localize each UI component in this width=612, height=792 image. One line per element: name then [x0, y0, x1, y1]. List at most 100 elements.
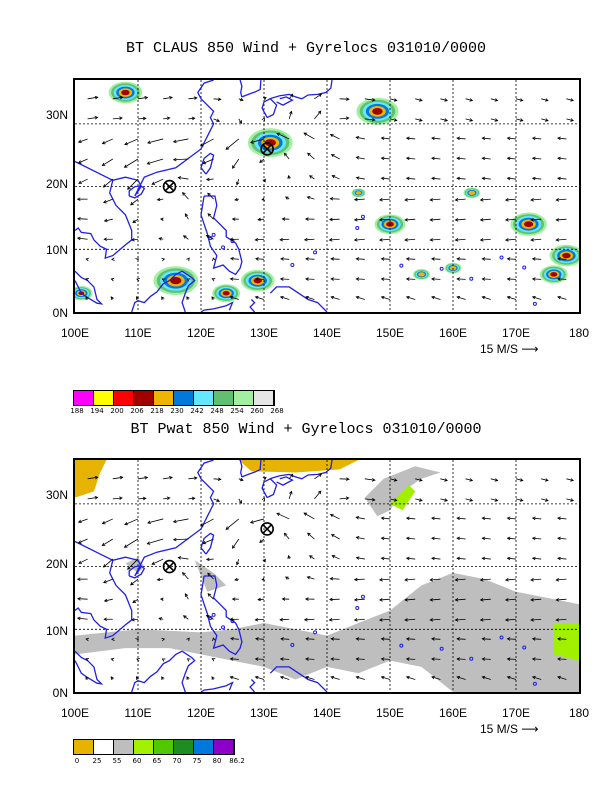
top-wind-vector — [530, 218, 542, 222]
bottom-lon-label: 120E — [186, 706, 216, 720]
bottom-wind-vector — [429, 618, 441, 622]
bottom-wind-vector — [87, 496, 99, 500]
top-cloud-blob — [351, 188, 366, 198]
bottom-wind-vector — [380, 675, 391, 680]
bottom-lat-label-0n: 0N — [52, 686, 68, 700]
top-island — [211, 232, 216, 237]
top-coastline — [249, 299, 256, 312]
bottom-wind-vector — [531, 675, 542, 680]
bottom-wind-vector — [506, 657, 517, 661]
bottom-coastline — [269, 666, 328, 692]
top-wind-vector — [378, 238, 391, 242]
bottom-wind-vector — [303, 617, 315, 622]
top-island — [532, 301, 537, 306]
bottom-wind-vector — [254, 675, 265, 680]
bottom-lon-label: 110E — [124, 706, 152, 720]
bottom-colorbar-swatch — [74, 740, 94, 754]
top-wind-vector — [329, 217, 340, 222]
bottom-wind-vector — [135, 636, 139, 641]
bottom-coastline — [75, 460, 215, 577]
bottom-wind-vector — [279, 657, 290, 661]
top-wind-vector — [137, 96, 149, 100]
bottom-wind-vector — [481, 536, 491, 541]
top-cloud-blob — [413, 268, 430, 280]
bottom-wind-vector — [389, 478, 398, 482]
top-wind-vector — [85, 277, 89, 282]
top-wind-vector — [305, 257, 315, 261]
top-wind-vector — [188, 116, 196, 121]
top-wind-vector — [353, 238, 365, 242]
top-wind-vector — [254, 295, 265, 300]
bottom-lon-label: 140E — [312, 706, 342, 720]
bottom-colorbar-label: 25 — [92, 757, 102, 765]
bottom-coastline — [75, 650, 104, 685]
bottom-wind-vector — [124, 518, 139, 526]
bottom-wind-vector — [132, 598, 139, 603]
top-map-title: BT CLAUS 850 Wind + Gyrelocs 031010/0000 — [125, 40, 487, 57]
top-wind-vector — [380, 257, 391, 261]
bottom-colorbar-swatch — [214, 740, 234, 754]
top-wind-vector — [481, 156, 491, 161]
top-wind-vector — [211, 296, 215, 300]
bottom-colorbar-label: 60 — [132, 757, 142, 765]
bottom-wind-vector — [465, 478, 474, 482]
top-lat-label-30n: 30N — [45, 108, 68, 122]
top-wind-vector — [87, 116, 99, 120]
bottom-wind-vector — [207, 572, 214, 580]
top-wind-vector — [188, 96, 198, 100]
bottom-wind-vector — [314, 473, 323, 480]
bottom-wind-vector — [440, 478, 449, 482]
top-wind-vector — [288, 110, 293, 119]
bottom-wind-vector — [380, 536, 391, 541]
bottom-colorbar-label: 65 — [152, 757, 162, 765]
top-wind-vector — [279, 277, 290, 281]
bottom-wind-vector — [238, 477, 244, 482]
top-wind-vector — [232, 158, 240, 169]
top-wind-vector — [111, 257, 115, 261]
bottom-wind-vector — [405, 516, 416, 521]
bottom-wind-vector — [254, 657, 265, 661]
bottom-wind-vector — [355, 556, 365, 560]
top-colorbar — [73, 390, 275, 406]
bottom-pwat-dry-region — [75, 460, 107, 498]
bottom-island — [360, 594, 365, 599]
top-coastline — [200, 301, 234, 312]
bottom-wind-vector — [103, 598, 113, 603]
top-wind-vector — [124, 138, 139, 146]
top-wind-vector — [465, 98, 474, 102]
top-wind-vector — [454, 238, 466, 242]
bottom-wind-vector — [405, 657, 416, 661]
bottom-wind-vector — [255, 637, 265, 641]
bottom-wind-vector — [103, 617, 113, 622]
bottom-reference-vector: 15 M/S ⟶ — [480, 722, 539, 736]
bottom-wind-vector — [530, 577, 542, 582]
bottom-wind-vector — [87, 475, 99, 480]
top-wind-vector — [101, 138, 113, 145]
top-wind-vector — [163, 116, 171, 121]
top-wind-vector — [177, 176, 189, 180]
top-wind-vector — [212, 257, 216, 262]
bottom-island — [439, 646, 444, 651]
bottom-wind-vector — [213, 477, 222, 481]
top-wind-vector — [557, 257, 567, 261]
top-wind-vector — [225, 138, 240, 150]
bottom-colorbar-label: 80 — [212, 757, 222, 765]
bottom-wind-vector — [172, 537, 189, 542]
bottom-wind-vector — [506, 556, 517, 561]
top-wind-vector — [405, 257, 416, 261]
top-lat-label-10n: 10N — [45, 243, 68, 257]
top-wind-vector — [479, 218, 491, 222]
top-wind-vector — [557, 156, 567, 161]
bottom-wind-vector — [490, 498, 499, 502]
bottom-wind-vector — [378, 618, 391, 622]
bottom-wind-vector — [261, 577, 266, 581]
bottom-wind-vector — [230, 636, 239, 641]
top-lon-label: 170E — [501, 326, 531, 340]
top-wind-vector — [566, 98, 575, 102]
bottom-island — [221, 625, 226, 630]
top-wind-vector — [380, 295, 391, 300]
top-wind-vector — [211, 278, 216, 282]
bottom-coastline — [131, 650, 183, 692]
bottom-wind-vector — [557, 637, 567, 641]
bottom-wind-vector — [186, 676, 190, 680]
